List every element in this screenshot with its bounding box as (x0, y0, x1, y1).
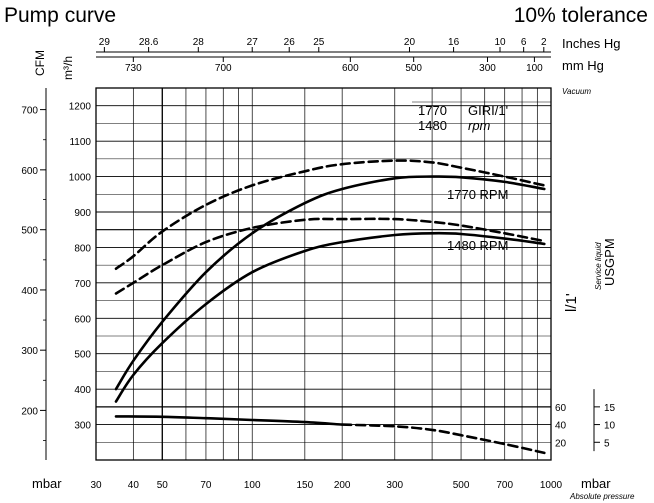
lmin-tick-label: 20 (555, 438, 567, 449)
x-axis-note: Absolute pressure (569, 492, 635, 501)
chart-title: Pump curve (4, 4, 117, 27)
legend-line2-unit: rpm (468, 118, 491, 133)
x-tick-label: 1000 (540, 480, 563, 491)
usgpm-tick-label: 15 (604, 403, 616, 414)
m3h-tick-label: 1200 (69, 102, 92, 113)
series-line-1770-rpm-10 (114, 159, 546, 270)
m3h-tick-label: 700 (74, 279, 91, 290)
plot-frame (95, 87, 552, 461)
x-tick-label: 40 (128, 480, 140, 491)
top-mmhg-tick-label: 700 (215, 63, 232, 74)
m3h-axis-label: m³/h (61, 56, 75, 80)
series-line-1770-rpm (114, 175, 546, 391)
m3h-tick-label: 300 (74, 421, 91, 432)
top-inches-tick-label: 20 (404, 37, 416, 48)
series-layer (114, 159, 546, 455)
m3h-tick-label: 1100 (69, 137, 91, 148)
curve-label-1480: 1480 RPM (447, 238, 508, 253)
legend-line1-value: 1770 (418, 103, 447, 118)
right-service-liquid-label: Service liquid (594, 242, 603, 290)
right-lmin-label: l/1' (563, 293, 580, 312)
grid (96, 87, 551, 461)
usgpm-tick-label: 5 (604, 438, 610, 449)
x-tick-label: 700 (496, 480, 513, 491)
x-axis-label-right: mbar (581, 476, 611, 491)
top-mmhg-tick-label: 500 (405, 63, 422, 74)
series-line-service-liquid (114, 415, 344, 426)
top-inches-tick-label: 28.6 (139, 37, 159, 48)
top-inches-tick-label: 2 (541, 37, 547, 48)
top-inches-tick-label: 26 (284, 37, 296, 48)
cfm-tick-label: 400 (21, 286, 38, 297)
lmin-tick-label: 60 (555, 403, 567, 414)
right-usgpm-label: USGPM (602, 238, 617, 286)
series-line-service-liquid-10 (340, 423, 546, 455)
x-tick-label: 300 (386, 480, 403, 491)
cfm-axis-label: CFM (33, 50, 47, 76)
x-tick-label: 100 (244, 480, 261, 491)
x-tick-label: 150 (296, 480, 313, 491)
top-mmhg-tick-label: 300 (479, 63, 496, 74)
cfm-tick-label: 200 (21, 406, 38, 417)
top-inches-tick-label: 28 (193, 37, 205, 48)
legend-line2-value: 1480 (418, 118, 447, 133)
curve-label-1770: 1770 RPM (447, 187, 508, 202)
cfm-tick-label: 700 (21, 106, 38, 117)
m3h-tick-label: 600 (74, 314, 91, 325)
x-tick-label: 500 (453, 480, 470, 491)
series-line-1480-rpm-10 (114, 217, 546, 295)
x-axis-label-left: mbar (32, 476, 62, 491)
top-inches-tick-label: 6 (521, 37, 527, 48)
legend-line1-unit: GIRI/1' (468, 103, 508, 118)
m3h-tick-label: 900 (74, 208, 91, 219)
lmin-tick-label: 40 (555, 421, 567, 432)
m3h-tick-label: 800 (74, 243, 91, 254)
top-inches-tick-label: 27 (247, 37, 259, 48)
top-inches-tick-label: 25 (313, 37, 325, 48)
vacuum-label: Vacuum (562, 87, 591, 96)
cfm-tick-label: 300 (21, 346, 38, 357)
m3h-tick-label: 400 (74, 385, 91, 396)
top-axis-inches-label: Inches Hg (562, 36, 621, 51)
top-inches-tick-label: 29 (99, 37, 111, 48)
top-inches-tick-label: 10 (494, 37, 506, 48)
m3h-tick-label: 1000 (69, 173, 92, 184)
top-inches-tick-label: 16 (448, 37, 460, 48)
top-mmhg-tick-label: 730 (125, 63, 142, 74)
series-line-1480-rpm (114, 231, 546, 403)
cfm-tick-label: 600 (21, 166, 38, 177)
chart-subtitle: 10% tolerance (513, 4, 648, 27)
x-tick-label: 30 (90, 480, 102, 491)
usgpm-tick-label: 10 (604, 421, 616, 432)
axes (40, 47, 600, 461)
top-mmhg-tick-label: 100 (526, 63, 543, 74)
cfm-tick-label: 500 (21, 226, 38, 237)
x-tick-label: 70 (200, 480, 212, 491)
m3h-tick-label: 500 (74, 350, 91, 361)
x-tick-label: 200 (334, 480, 351, 491)
labels: 29 28.6 28 27 26 25 20 16 10 6 2 730 700 600 500 300 100… (21, 37, 615, 491)
top-mmhg-tick-label: 600 (342, 63, 359, 74)
top-axis-mmhg-label: mm Hg (562, 58, 604, 73)
x-tick-label: 50 (157, 480, 169, 491)
